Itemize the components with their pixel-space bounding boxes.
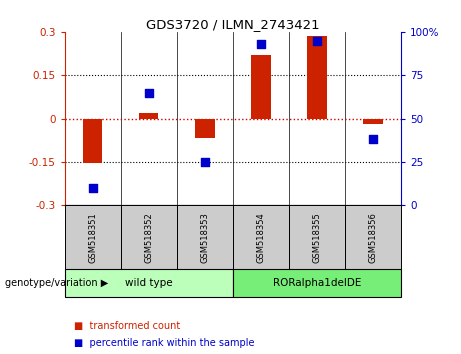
Text: genotype/variation ▶: genotype/variation ▶ — [5, 278, 108, 288]
Bar — [139, 113, 159, 119]
Bar — [195, 119, 214, 138]
Point — [313, 38, 321, 44]
Title: GDS3720 / ILMN_2743421: GDS3720 / ILMN_2743421 — [146, 18, 319, 31]
Bar — [177, 205, 233, 269]
Bar — [345, 205, 401, 269]
Text: RORalpha1delDE: RORalpha1delDE — [273, 278, 361, 288]
Bar — [289, 205, 345, 269]
Bar — [233, 269, 401, 297]
Text: ■  percentile rank within the sample: ■ percentile rank within the sample — [74, 338, 254, 348]
Text: GSM518356: GSM518356 — [368, 212, 378, 263]
Bar — [65, 205, 121, 269]
Bar — [121, 205, 177, 269]
Bar — [251, 55, 271, 119]
Text: GSM518354: GSM518354 — [256, 212, 266, 263]
Text: wild type: wild type — [125, 278, 172, 288]
Bar — [83, 119, 102, 164]
Text: GSM518353: GSM518353 — [200, 212, 209, 263]
Bar — [307, 36, 327, 119]
Point — [257, 41, 265, 47]
Point — [369, 137, 377, 142]
Bar — [233, 205, 289, 269]
Text: ■  transformed count: ■ transformed count — [74, 321, 180, 331]
Bar — [363, 119, 383, 124]
Text: GSM518352: GSM518352 — [144, 212, 153, 263]
Point — [89, 185, 96, 191]
Point — [145, 90, 152, 96]
Bar — [65, 269, 233, 297]
Text: GSM518351: GSM518351 — [88, 212, 97, 263]
Point — [201, 159, 208, 165]
Text: GSM518355: GSM518355 — [313, 212, 321, 263]
